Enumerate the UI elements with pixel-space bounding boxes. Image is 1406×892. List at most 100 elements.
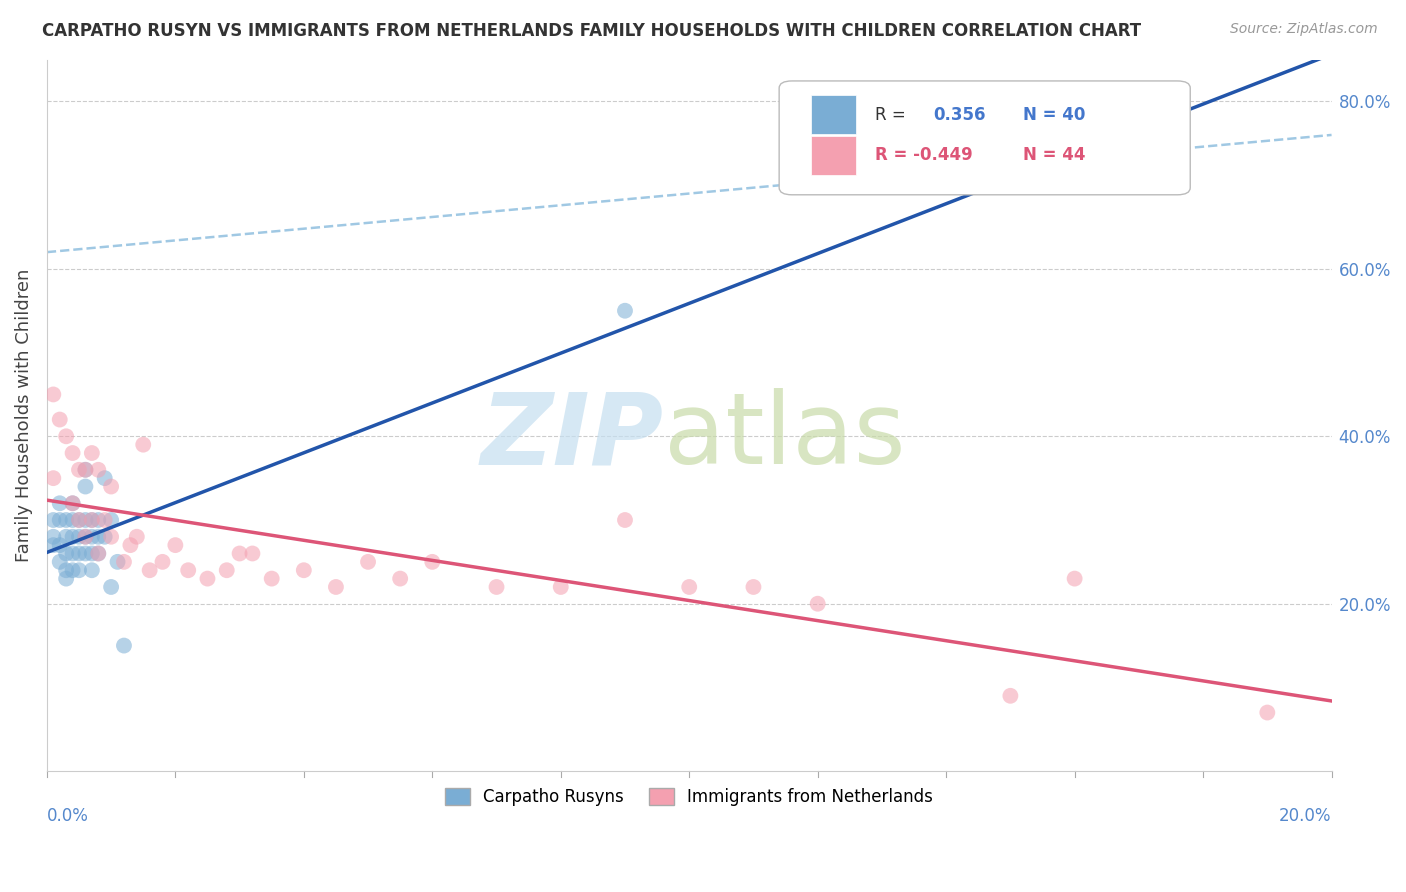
- Point: [389, 572, 412, 586]
- Text: atlas: atlas: [664, 388, 905, 485]
- Point: [614, 513, 637, 527]
- Point: [55, 547, 77, 561]
- Point: [100, 513, 122, 527]
- Point: [485, 580, 508, 594]
- Point: [80, 446, 103, 460]
- Point: [1000, 689, 1022, 703]
- Point: [614, 303, 637, 318]
- FancyBboxPatch shape: [779, 81, 1191, 194]
- Point: [132, 438, 155, 452]
- Point: [62, 446, 84, 460]
- Point: [48, 412, 70, 426]
- Point: [292, 563, 315, 577]
- Point: [93, 513, 115, 527]
- Point: [67, 513, 90, 527]
- Point: [125, 530, 148, 544]
- Text: N = 40: N = 40: [1024, 106, 1085, 124]
- Point: [62, 513, 84, 527]
- Text: R =: R =: [876, 106, 907, 124]
- Point: [197, 572, 219, 586]
- Point: [100, 479, 122, 493]
- Point: [48, 513, 70, 527]
- Point: [75, 463, 97, 477]
- Point: [67, 563, 90, 577]
- Point: [112, 639, 135, 653]
- Point: [93, 471, 115, 485]
- Point: [75, 463, 97, 477]
- Point: [420, 555, 443, 569]
- Point: [228, 547, 250, 561]
- Point: [87, 463, 110, 477]
- Point: [67, 513, 90, 527]
- Point: [67, 463, 90, 477]
- Point: [215, 563, 238, 577]
- Point: [42, 387, 65, 401]
- Point: [325, 580, 347, 594]
- Point: [75, 547, 97, 561]
- Point: [87, 547, 110, 561]
- Text: 20.0%: 20.0%: [1279, 806, 1331, 825]
- Text: CARPATHO RUSYN VS IMMIGRANTS FROM NETHERLANDS FAMILY HOUSEHOLDS WITH CHILDREN CO: CARPATHO RUSYN VS IMMIGRANTS FROM NETHER…: [42, 22, 1142, 40]
- Point: [1063, 572, 1085, 586]
- Point: [138, 563, 160, 577]
- Point: [807, 597, 830, 611]
- Point: [1256, 706, 1278, 720]
- Point: [242, 547, 264, 561]
- Point: [177, 563, 200, 577]
- Point: [120, 538, 142, 552]
- Point: [550, 580, 572, 594]
- Point: [80, 513, 103, 527]
- Point: [48, 496, 70, 510]
- Point: [48, 538, 70, 552]
- Point: [80, 547, 103, 561]
- Point: [678, 580, 700, 594]
- Point: [75, 530, 97, 544]
- Point: [62, 530, 84, 544]
- Point: [87, 547, 110, 561]
- Point: [42, 513, 65, 527]
- Point: [93, 530, 115, 544]
- Point: [260, 572, 283, 586]
- Point: [62, 547, 84, 561]
- Point: [48, 555, 70, 569]
- Point: [87, 513, 110, 527]
- Point: [742, 580, 765, 594]
- Text: ZIP: ZIP: [481, 388, 664, 485]
- Bar: [811, 95, 856, 135]
- Point: [357, 555, 380, 569]
- Point: [75, 513, 97, 527]
- Point: [100, 530, 122, 544]
- Text: 0.356: 0.356: [934, 106, 986, 124]
- Point: [67, 530, 90, 544]
- Point: [80, 530, 103, 544]
- Y-axis label: Family Households with Children: Family Households with Children: [15, 268, 32, 562]
- Point: [107, 555, 129, 569]
- Text: R = -0.449: R = -0.449: [876, 146, 973, 164]
- Point: [87, 530, 110, 544]
- Point: [152, 555, 174, 569]
- Point: [112, 555, 135, 569]
- Point: [55, 563, 77, 577]
- Point: [42, 538, 65, 552]
- Text: Source: ZipAtlas.com: Source: ZipAtlas.com: [1230, 22, 1378, 37]
- Point: [62, 496, 84, 510]
- Point: [62, 496, 84, 510]
- Point: [67, 547, 90, 561]
- Point: [75, 479, 97, 493]
- Point: [62, 563, 84, 577]
- Legend: Carpatho Rusyns, Immigrants from Netherlands: Carpatho Rusyns, Immigrants from Netherl…: [439, 781, 941, 813]
- Text: 0.0%: 0.0%: [46, 806, 89, 825]
- Point: [55, 513, 77, 527]
- Point: [100, 580, 122, 594]
- Point: [55, 572, 77, 586]
- Point: [42, 471, 65, 485]
- Point: [55, 530, 77, 544]
- Point: [55, 429, 77, 443]
- Point: [80, 563, 103, 577]
- Point: [80, 513, 103, 527]
- Text: N = 44: N = 44: [1024, 146, 1085, 164]
- Point: [42, 530, 65, 544]
- Point: [75, 530, 97, 544]
- Point: [165, 538, 187, 552]
- Bar: [811, 136, 856, 175]
